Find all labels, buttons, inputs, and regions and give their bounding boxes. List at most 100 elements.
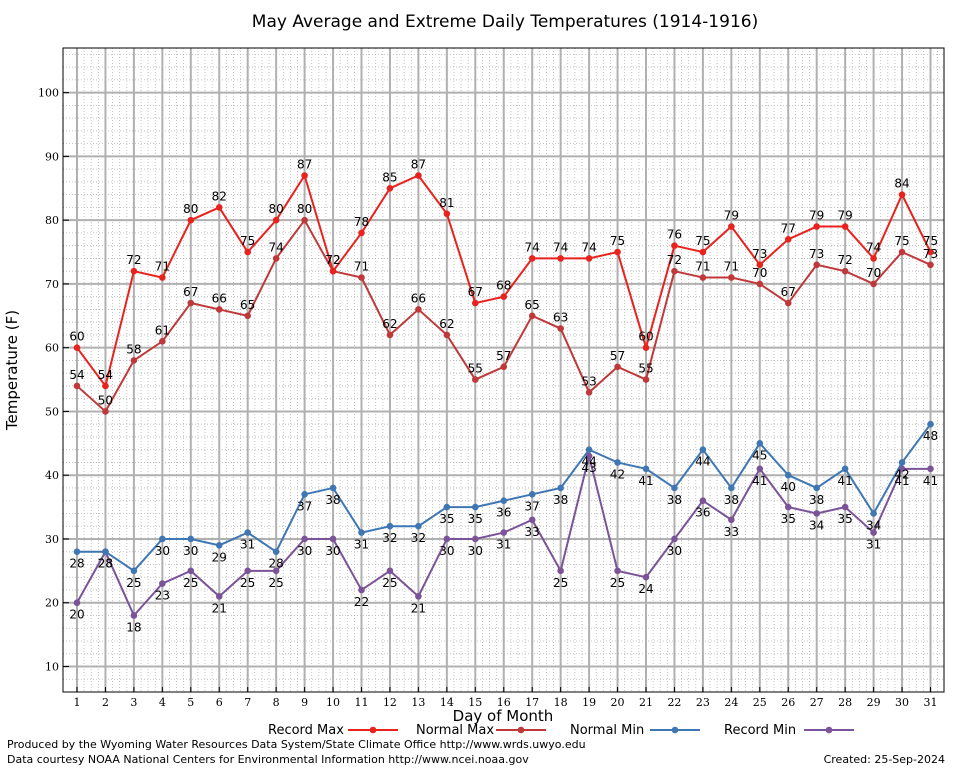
data-point bbox=[73, 344, 81, 351]
data-point bbox=[841, 503, 849, 511]
data-label: 42 bbox=[894, 467, 909, 481]
data-point bbox=[784, 235, 792, 243]
data-point bbox=[841, 223, 849, 230]
y-tick-label: 90 bbox=[45, 150, 59, 163]
y-tick-label: 10 bbox=[45, 660, 59, 673]
series-record-max bbox=[73, 172, 934, 390]
data-label: 70 bbox=[866, 266, 881, 280]
data-point bbox=[443, 535, 451, 543]
data-point bbox=[244, 248, 251, 256]
data-label: 80 bbox=[183, 202, 198, 216]
data-label: 87 bbox=[411, 158, 426, 172]
y-tick-label: 50 bbox=[45, 405, 59, 418]
x-tick-label: 5 bbox=[187, 696, 194, 709]
data-point bbox=[415, 593, 422, 600]
x-tick-label: 15 bbox=[468, 696, 482, 709]
data-label: 48 bbox=[923, 429, 938, 443]
legend-item: Normal Max bbox=[416, 723, 546, 738]
data-label: 25 bbox=[610, 576, 625, 590]
data-point bbox=[671, 535, 678, 543]
x-tick-label: 22 bbox=[667, 696, 681, 709]
data-label: 41 bbox=[923, 474, 938, 488]
legend-label: Normal Min bbox=[570, 723, 644, 738]
data-label: 68 bbox=[496, 279, 511, 293]
x-tick-label: 4 bbox=[159, 696, 166, 709]
data-label: 32 bbox=[411, 531, 426, 545]
data-label: 71 bbox=[695, 260, 710, 274]
data-point bbox=[841, 465, 849, 473]
x-tick-label: 29 bbox=[867, 696, 881, 709]
data-label: 77 bbox=[781, 221, 796, 235]
data-label: 37 bbox=[297, 499, 312, 513]
series: 60 54 72 71 80 82 75 80 87 72 78 85 87 81 67 68 74 74 74 75… bbox=[69, 158, 938, 635]
data-point bbox=[642, 344, 650, 351]
data-point bbox=[585, 452, 593, 460]
footer-created: Created: 25-Sep-2024 bbox=[824, 753, 945, 766]
data-point bbox=[585, 255, 593, 262]
x-tick-label: 12 bbox=[383, 696, 397, 709]
data-label: 79 bbox=[809, 209, 824, 223]
data-label: 71 bbox=[155, 260, 170, 274]
data-point bbox=[215, 593, 223, 600]
data-point bbox=[358, 229, 365, 237]
data-label: 74 bbox=[269, 240, 284, 254]
data-point bbox=[358, 586, 365, 594]
data-point bbox=[813, 484, 820, 492]
y-tick-label: 40 bbox=[45, 469, 59, 482]
data-point bbox=[870, 529, 877, 536]
data-point bbox=[756, 465, 764, 473]
data-point bbox=[870, 280, 877, 288]
data-point bbox=[927, 420, 934, 428]
data-label: 40 bbox=[781, 480, 796, 494]
data-point bbox=[927, 261, 934, 269]
data-label: 60 bbox=[69, 330, 84, 344]
data-label: 25 bbox=[183, 576, 198, 590]
data-point bbox=[927, 248, 934, 256]
legend-label: Record Min bbox=[724, 723, 796, 738]
data-label: 41 bbox=[752, 474, 767, 488]
data-point bbox=[301, 172, 308, 179]
data-label: 30 bbox=[325, 544, 340, 558]
data-point bbox=[642, 573, 650, 581]
data-point bbox=[557, 255, 564, 262]
data-label: 36 bbox=[695, 506, 710, 520]
data-point bbox=[784, 299, 792, 307]
data-label: 85 bbox=[382, 170, 397, 184]
data-label: 25 bbox=[553, 576, 568, 590]
data-point bbox=[443, 331, 451, 339]
y-tick-label: 20 bbox=[45, 597, 59, 610]
data-label: 67 bbox=[468, 285, 483, 299]
data-label: 57 bbox=[610, 349, 625, 363]
legend-marker bbox=[369, 726, 377, 734]
data-label: 62 bbox=[382, 317, 397, 331]
data-label: 50 bbox=[98, 393, 113, 407]
data-point bbox=[557, 325, 564, 332]
data-point bbox=[244, 529, 251, 536]
data-label: 70 bbox=[752, 266, 767, 280]
data-label: 41 bbox=[638, 474, 653, 488]
data-point bbox=[699, 248, 707, 256]
data-point bbox=[728, 223, 735, 230]
data-point bbox=[329, 535, 337, 543]
data-label: 79 bbox=[724, 209, 739, 223]
data-label: 41 bbox=[838, 474, 853, 488]
labels-normal-max: 54 50 58 61 67 66 65 74 80 72 71 62 66 62 55 57 65 63 53 57… bbox=[69, 202, 938, 407]
data-point bbox=[130, 612, 138, 619]
x-tick-label: 8 bbox=[273, 696, 280, 709]
data-point bbox=[614, 363, 621, 371]
y-tick-label: 100 bbox=[38, 87, 59, 100]
data-point bbox=[472, 376, 479, 383]
data-label: 72 bbox=[325, 253, 340, 267]
labels-record-min: 20 28 18 23 25 21 25 25 30 30 22 25 21 30 30 31 33 25 43 25… bbox=[69, 461, 938, 634]
data-label: 66 bbox=[212, 291, 227, 305]
data-label: 30 bbox=[155, 544, 170, 558]
data-point bbox=[528, 491, 536, 498]
data-label: 62 bbox=[439, 317, 454, 331]
data-label: 23 bbox=[155, 589, 170, 603]
data-label: 75 bbox=[695, 234, 710, 248]
data-point bbox=[500, 497, 508, 505]
data-label: 76 bbox=[667, 228, 682, 242]
data-label: 54 bbox=[98, 368, 113, 382]
data-label: 31 bbox=[496, 538, 511, 552]
